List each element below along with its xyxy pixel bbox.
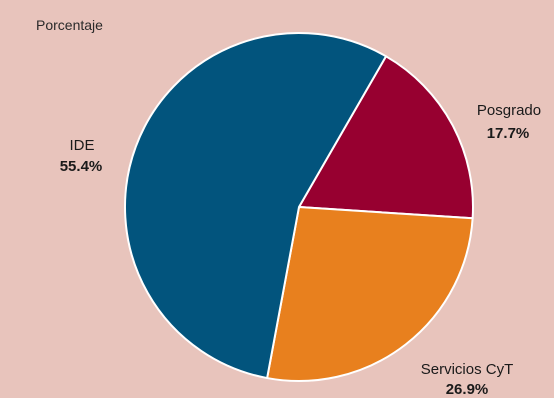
pie-slice-posgrado [298,55,474,220]
slice-value-ide: 55.4% [60,158,103,175]
chart-ylabel: Porcentaje [36,17,103,33]
pie-slices [124,32,474,382]
slice-value-servicios-cyt: 26.9% [446,381,489,398]
pie-slice-ide [124,32,387,380]
slice-value-posgrado: 17.7% [487,125,530,142]
pie-slice-servicios-cyt [266,206,474,382]
slice-label-servicios-cyt: Servicios CyT [421,361,514,378]
slice-label-posgrado: Posgrado [477,102,541,119]
slice-label-ide: IDE [69,137,94,154]
